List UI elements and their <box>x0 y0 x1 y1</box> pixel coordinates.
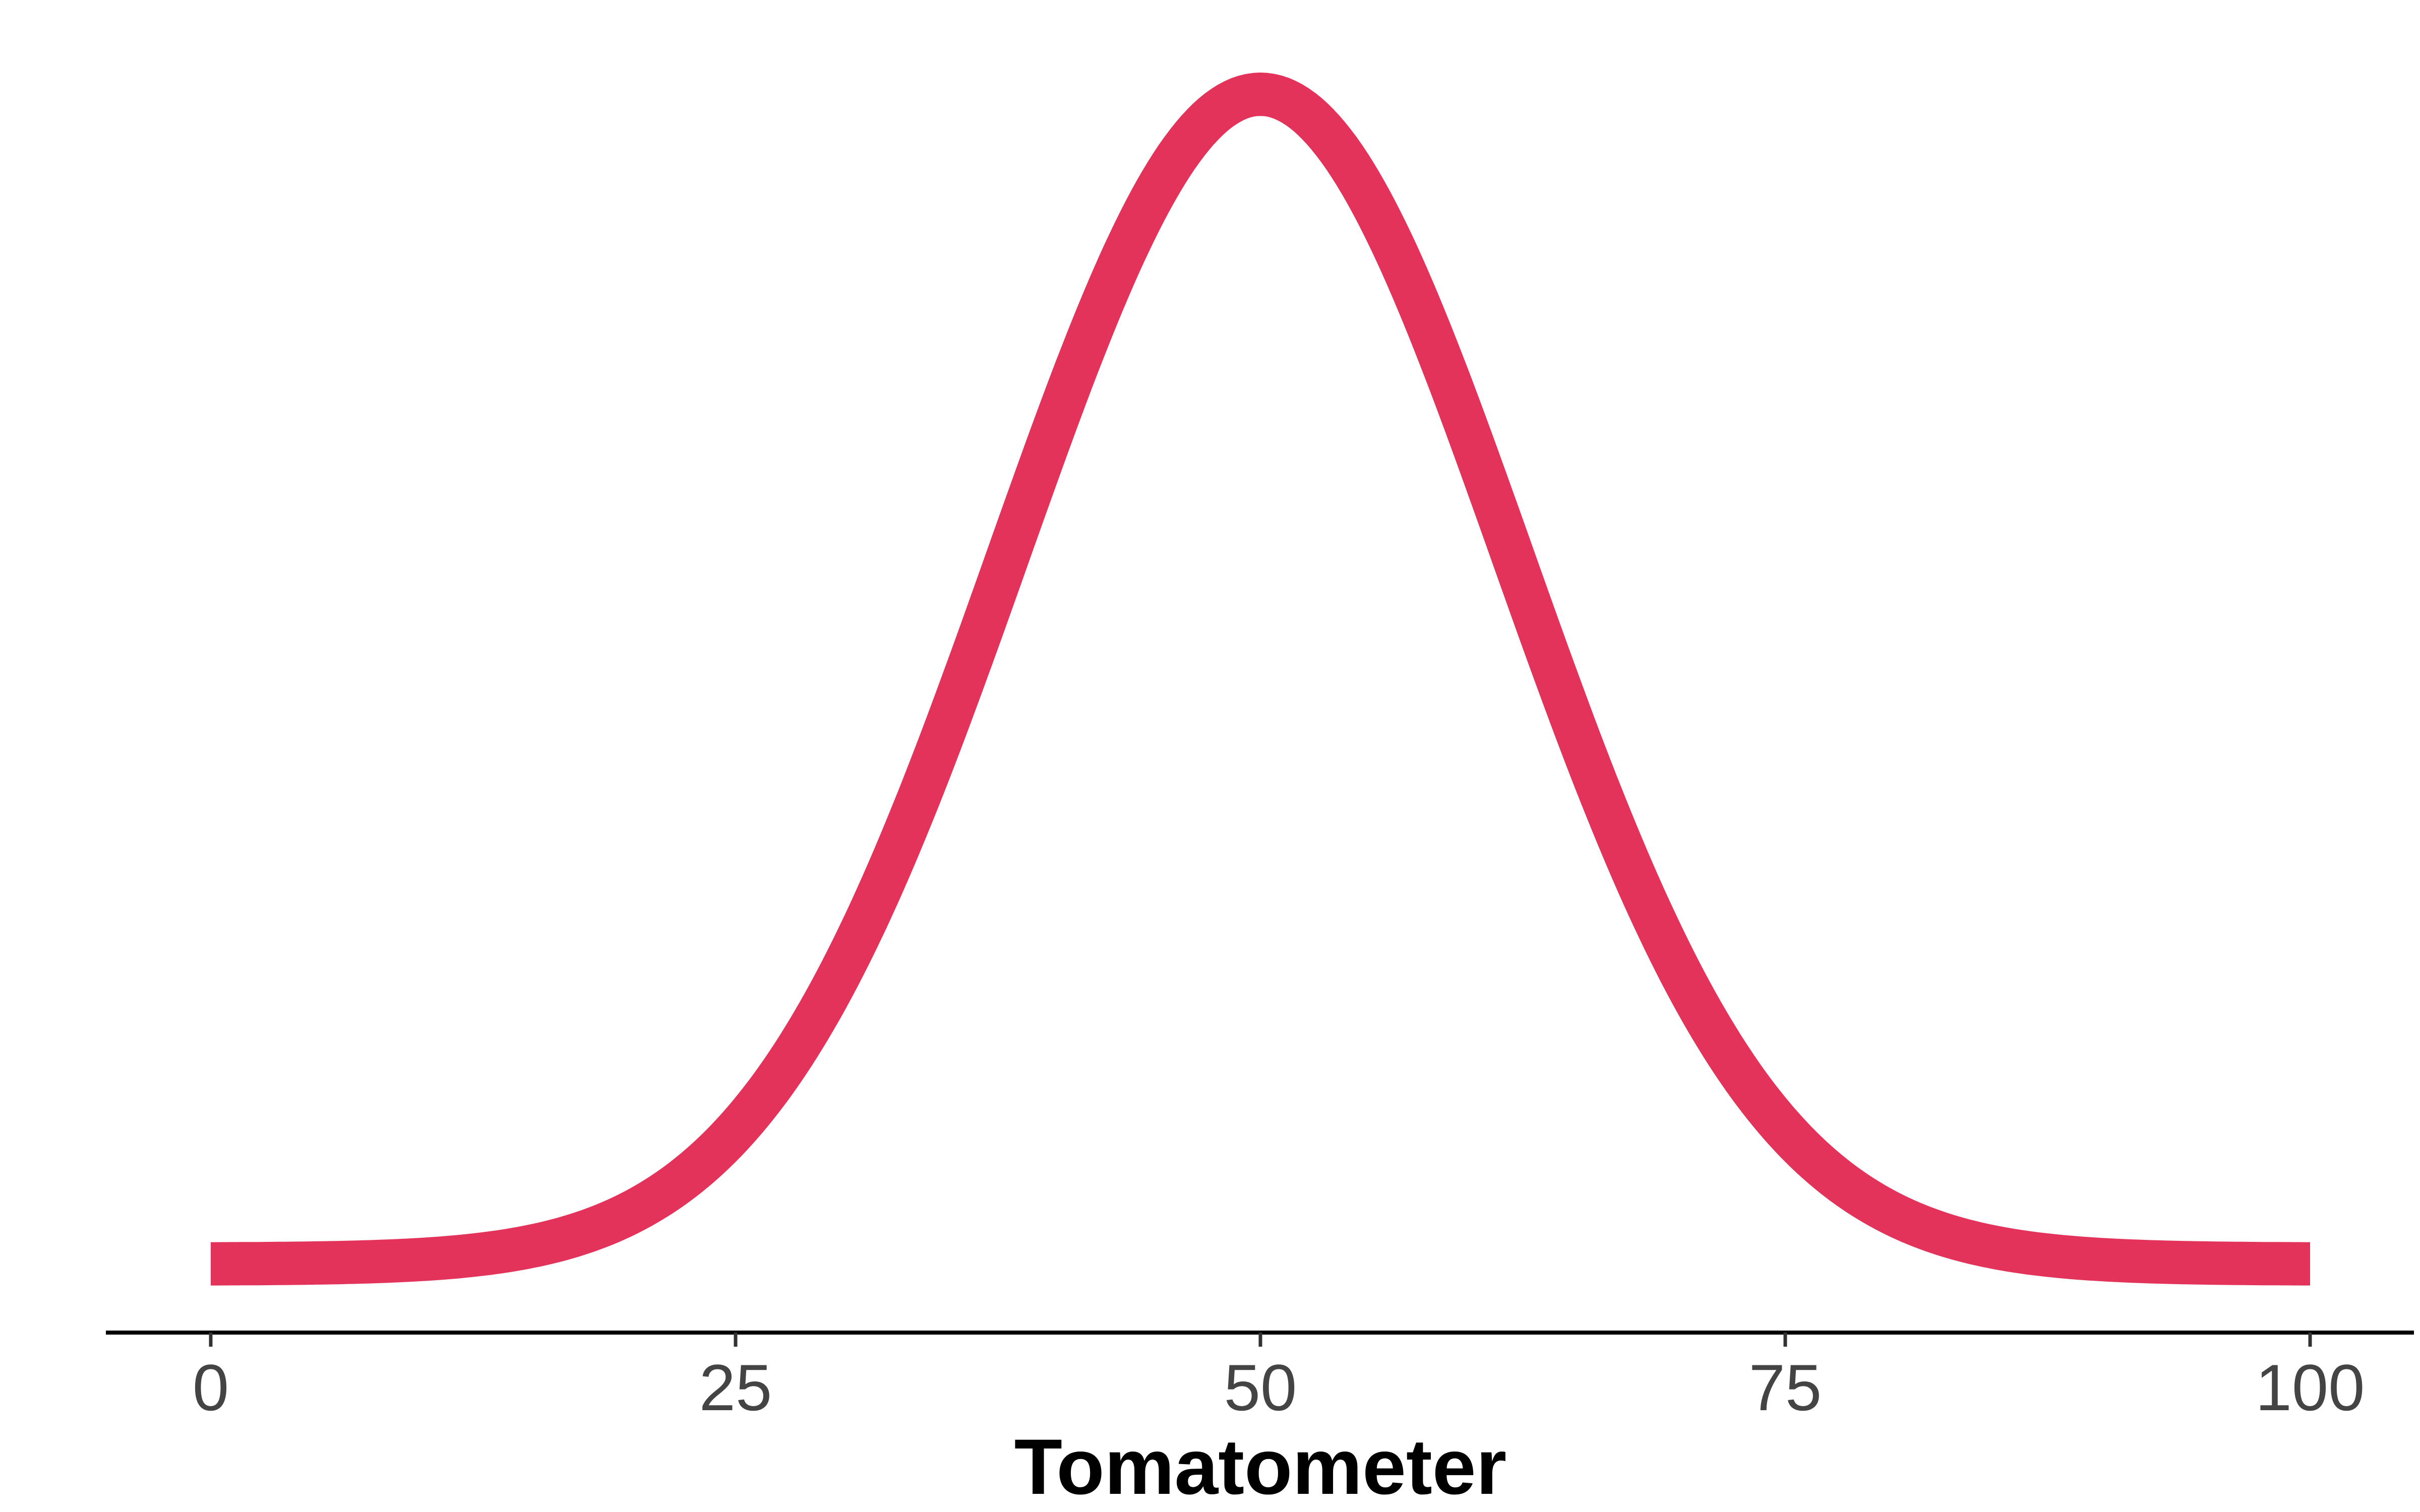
x-axis-ticks: 0 25 50 75 100 <box>193 1333 2365 1424</box>
x-tick-label: 25 <box>699 1351 772 1424</box>
x-tick-label: 100 <box>2256 1351 2365 1424</box>
density-curve <box>194 73 2327 1286</box>
x-axis-title: Tomatometer <box>1014 1423 1507 1511</box>
x-tick-label: 50 <box>1224 1351 1297 1424</box>
x-tick-label: 75 <box>1749 1351 1822 1424</box>
x-tick-label: 0 <box>193 1351 229 1424</box>
